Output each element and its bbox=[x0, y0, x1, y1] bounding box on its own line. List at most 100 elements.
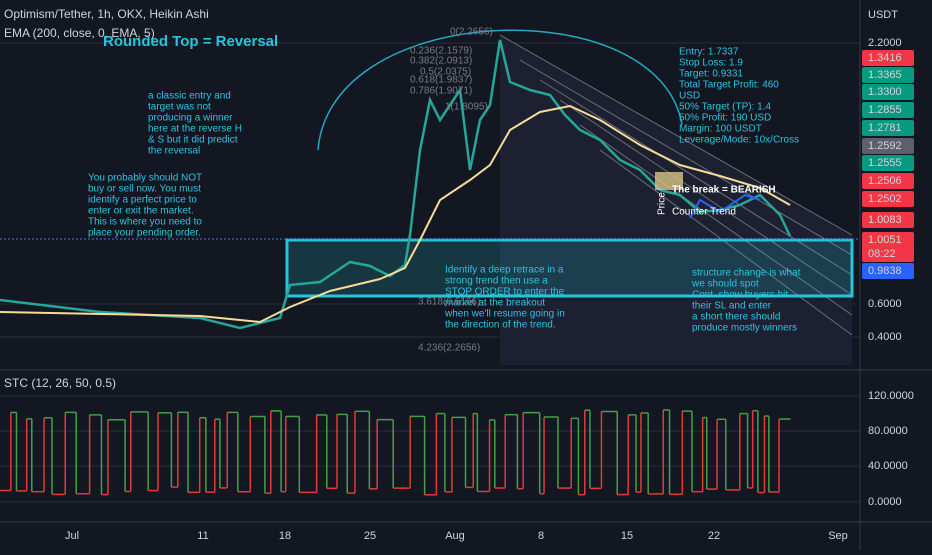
channel-lines bbox=[499, 34, 853, 336]
fib-label: 0.382(2.0913) bbox=[410, 56, 472, 67]
trade-line: Entry: 1.7337 bbox=[679, 47, 739, 58]
note-line: the reversal bbox=[148, 146, 200, 157]
note-line: market at the breakout bbox=[445, 298, 545, 309]
price-label: 1.2592 bbox=[868, 140, 902, 152]
highlight-box bbox=[655, 172, 683, 190]
note-line: This is where you need to bbox=[88, 217, 202, 228]
note-line: producing a winner bbox=[148, 113, 233, 124]
trade-line: 50% Profit: 190 USD bbox=[679, 113, 771, 124]
price-tag bbox=[862, 212, 914, 228]
note-line: when we'll resume going in bbox=[444, 309, 565, 320]
time-label: 25 bbox=[364, 530, 376, 542]
price-tag bbox=[862, 191, 914, 207]
stc-axis-label: 0.0000 bbox=[868, 496, 902, 508]
time-label: 15 bbox=[621, 530, 633, 542]
ema-line bbox=[0, 104, 791, 324]
price-label: 1.0083 bbox=[868, 214, 902, 226]
price-label: 1.2555 bbox=[868, 157, 902, 169]
note-line: buy or sell now. You must bbox=[88, 184, 201, 195]
price-label: 08:22 bbox=[868, 248, 896, 260]
price-label: 0.4000 bbox=[868, 331, 902, 343]
stc-name: STC (12, 26, 50, 0.5) bbox=[4, 376, 116, 390]
fib-label: 0.618(1.9837) bbox=[410, 75, 472, 86]
trade-line: Leverage/Mode: 10x/Cross bbox=[679, 135, 799, 146]
note-line: structure change is what bbox=[692, 268, 801, 279]
time-label: 22 bbox=[708, 530, 720, 542]
note-line: STOP ORDER to enter the bbox=[445, 287, 565, 298]
note-line: & S but it did predict bbox=[148, 135, 238, 146]
time-label: Sep bbox=[828, 530, 848, 542]
price-candles bbox=[0, 39, 792, 330]
note-line: here at the reverse H bbox=[148, 124, 242, 135]
indicator: EMA (200, close, 0, EMA, 5) bbox=[4, 26, 155, 40]
trade-line: USD bbox=[679, 91, 700, 102]
price-tag bbox=[862, 155, 914, 171]
time-label: 18 bbox=[279, 530, 291, 542]
trade-line: 50% Target (TP): 1.4 bbox=[679, 102, 772, 113]
trade-line: Target: 0.9331 bbox=[679, 69, 743, 80]
note-line: target was not bbox=[148, 102, 211, 113]
note-line: the direction of the trend. bbox=[445, 320, 556, 331]
price-label: 1.0051 bbox=[868, 234, 902, 246]
price-tag bbox=[862, 84, 914, 100]
note-line: place your pending order. bbox=[88, 228, 201, 239]
price-label: Price bbox=[657, 192, 668, 215]
time-label: Aug bbox=[445, 530, 465, 542]
price-label: 1.2781 bbox=[868, 122, 902, 134]
price-tag bbox=[862, 138, 914, 154]
fib-label: 1(1.8095) bbox=[445, 102, 488, 113]
trade-line: Stop Loss: 1.9 bbox=[679, 58, 743, 69]
counter-label: Counter Trend bbox=[672, 207, 736, 218]
fib-zone bbox=[500, 35, 852, 365]
note-line: Cont. show buyers hit bbox=[692, 290, 788, 301]
fib-label: 3.618(0.6166) bbox=[418, 297, 480, 308]
price-label: 1.2502 bbox=[868, 193, 902, 205]
trade-line: Total Target Profit: 460 bbox=[679, 80, 779, 91]
time-label: Jul bbox=[65, 530, 79, 542]
time-label: 8 bbox=[538, 530, 544, 542]
price-label: 1.2506 bbox=[868, 175, 902, 187]
note-line: You probably should NOT bbox=[88, 173, 202, 184]
price-label: 0.9838 bbox=[868, 265, 902, 277]
price-label: 1.3365 bbox=[868, 69, 902, 81]
price-tag bbox=[862, 67, 914, 83]
price-label: 1.3300 bbox=[868, 86, 902, 98]
price-tag bbox=[862, 102, 914, 118]
note-line: a short there should bbox=[692, 312, 780, 323]
stc-axis-label: 40.0000 bbox=[868, 460, 908, 472]
fib-label: 0(2.2656) bbox=[450, 27, 493, 38]
stc-axis-label: 120.0000 bbox=[868, 390, 914, 402]
time-label: 11 bbox=[197, 530, 208, 542]
note-line: Identify a deep retrace in a bbox=[445, 265, 564, 276]
price-tag bbox=[862, 232, 914, 248]
fib-label: 0.786(1.9071) bbox=[410, 86, 472, 97]
structure-lines bbox=[689, 193, 761, 219]
price-label: 0.6000 bbox=[868, 298, 902, 310]
rounded-top-arc bbox=[317, 29, 683, 151]
price-label: 1.3416 bbox=[868, 52, 902, 64]
currency: USDT bbox=[868, 9, 898, 21]
note-line: their SL and enter bbox=[692, 301, 772, 312]
fib-label: 4.236(2.2656) bbox=[418, 343, 480, 354]
stc-axis-label: 80.0000 bbox=[868, 425, 908, 437]
trade-line: Margin: 100 USDT bbox=[679, 124, 762, 135]
price-tag bbox=[862, 50, 914, 66]
retrace-box bbox=[285, 238, 854, 298]
fib-label: 0.236(2.1579) bbox=[410, 46, 472, 57]
price-label: 2.2000 bbox=[868, 37, 902, 49]
price-label: 1.2855 bbox=[868, 104, 902, 116]
break-label: The break = BEARISH bbox=[672, 185, 776, 196]
price-tag bbox=[862, 120, 914, 136]
note-line: produce mostly winners bbox=[692, 323, 797, 334]
price-tag bbox=[862, 173, 914, 189]
note-line: we should spot bbox=[691, 279, 759, 290]
note-line: enter or exit the market. bbox=[88, 206, 194, 217]
symbol: Optimism/Tether, 1h, OKX, Heikin Ashi bbox=[4, 7, 209, 21]
note-line: strong trend then use a bbox=[445, 276, 548, 287]
note-line: a classic entry and bbox=[148, 91, 231, 102]
headline: Rounded Top = Reversal bbox=[103, 33, 278, 50]
note-line: identify a perfect price to bbox=[88, 195, 197, 206]
fib-label: 0.5(2.0375) bbox=[420, 67, 471, 78]
